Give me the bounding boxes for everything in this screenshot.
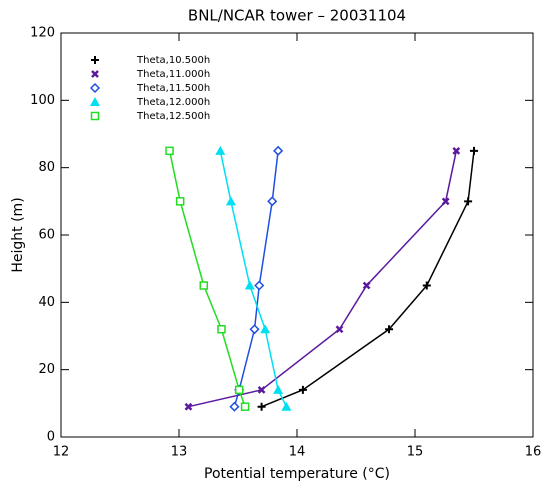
marker <box>91 70 99 78</box>
x-tick-label: 16 <box>525 445 542 460</box>
legend-label: Theta,12.500h <box>136 111 210 122</box>
marker <box>267 196 278 207</box>
marker <box>199 281 209 290</box>
marker <box>470 146 478 155</box>
marker <box>217 325 226 334</box>
x-tick-label: 12 <box>53 445 70 460</box>
series-line <box>261 150 475 408</box>
marker <box>89 82 101 94</box>
legend-label: Theta,10.500h <box>136 55 210 66</box>
marker <box>335 325 344 334</box>
x-tick-label: 15 <box>407 445 424 460</box>
marker <box>90 97 100 106</box>
marker <box>254 280 265 291</box>
y-axis-label: Height (m) <box>10 197 26 272</box>
x-axis-label: Potential temperature (°C) <box>204 466 390 482</box>
y-tick-label: 0 <box>47 430 55 445</box>
plot-frame <box>60 32 534 438</box>
y-tick-label: 80 <box>38 160 55 175</box>
y-tick-label: 60 <box>38 228 55 243</box>
legend-label: Theta,11.000h <box>136 69 210 80</box>
marker <box>464 197 473 206</box>
x-tick-label: 13 <box>171 445 188 460</box>
marker <box>90 111 100 121</box>
marker <box>273 145 284 156</box>
marker <box>422 281 431 290</box>
marker <box>175 197 185 206</box>
chart-title: BNL/NCAR tower – 20031104 <box>188 7 406 25</box>
marker <box>165 146 174 156</box>
marker <box>215 145 226 155</box>
legend-label: Theta,12.000h <box>136 97 210 108</box>
series-line <box>233 150 279 407</box>
y-tick-label: 100 <box>30 93 55 108</box>
marker <box>240 402 250 411</box>
marker <box>225 196 236 206</box>
marker <box>260 324 271 334</box>
series-line <box>168 150 246 407</box>
y-tick-label: 120 <box>30 26 55 41</box>
marker <box>234 385 244 395</box>
legend-label: Theta,11.500h <box>136 83 210 94</box>
marker <box>452 146 461 155</box>
marker <box>229 401 240 412</box>
y-tick-label: 40 <box>38 295 55 310</box>
marker <box>298 385 307 394</box>
marker <box>441 197 450 206</box>
marker <box>249 324 260 335</box>
marker <box>91 56 99 64</box>
marker <box>362 281 371 290</box>
series-line <box>188 150 458 408</box>
marker <box>184 402 193 411</box>
marker <box>257 402 266 411</box>
x-tick-label: 14 <box>289 445 306 460</box>
marker <box>257 385 266 394</box>
series-line <box>219 150 288 408</box>
marker <box>385 325 394 334</box>
marker <box>273 384 284 394</box>
marker <box>281 401 292 411</box>
y-tick-label: 20 <box>38 362 55 377</box>
marker <box>244 280 255 290</box>
